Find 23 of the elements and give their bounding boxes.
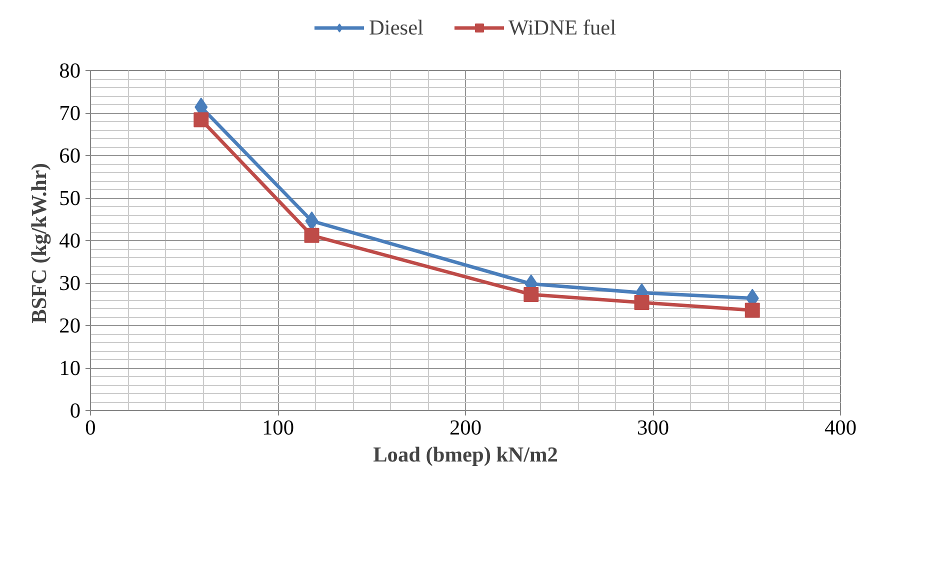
x-tick-label: 400	[824, 416, 857, 440]
x-tick-label: 200	[450, 416, 482, 440]
legend-label: WiDNE fuel	[508, 15, 616, 40]
y-axis-title: BSFC (kg/kW.hr)	[27, 162, 52, 324]
x-tick-label: 0	[85, 416, 96, 440]
y-tick-label: 30	[59, 271, 80, 295]
point	[634, 295, 650, 310]
legend-label: Diesel	[368, 15, 424, 40]
y-tick-label: 80	[59, 58, 80, 82]
y-tick-label: 20	[59, 314, 80, 338]
y-tick-label: 60	[59, 144, 80, 168]
point	[744, 302, 760, 318]
point	[304, 228, 320, 243]
x-axis-title: Load (bmep) kN/m2	[373, 442, 558, 466]
y-tick-label: 40	[59, 228, 80, 252]
y-tick-label: 10	[59, 356, 80, 380]
x-tick-label: 300	[637, 416, 670, 440]
point	[524, 286, 539, 302]
y-tick-label: 0	[70, 398, 81, 422]
y-tick-label: 50	[59, 186, 80, 210]
point	[194, 112, 209, 128]
y-tick-label: 70	[59, 101, 80, 125]
x-tick-label: 100	[262, 416, 294, 440]
